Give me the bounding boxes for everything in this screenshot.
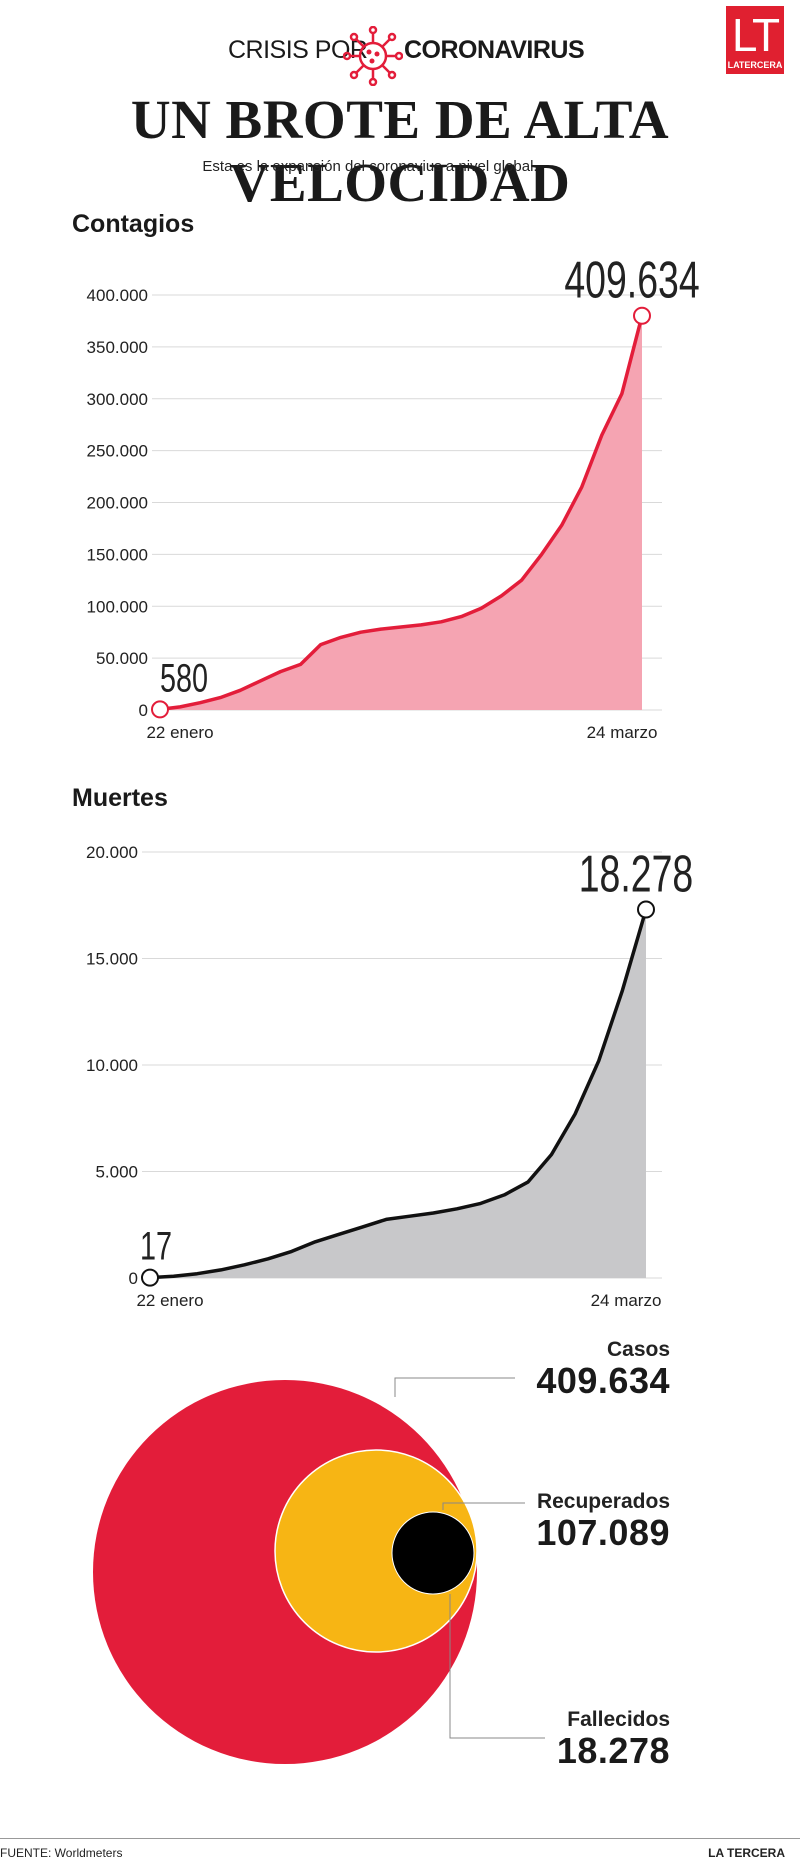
y-tick-label: 20.000 <box>86 843 138 862</box>
x-end-label: 24 marzo <box>591 1291 662 1310</box>
y-tick-label: 15.000 <box>86 950 138 969</box>
footer-source: FUENTE: Worldmeters <box>0 1846 123 1860</box>
logo-name: LATERCERA <box>727 60 783 70</box>
recovered-label: Recuperados <box>536 1490 670 1513</box>
y-tick-label: 400.000 <box>87 286 148 305</box>
start-value-label: 17 <box>140 1224 172 1269</box>
deaths-label: Fallecidos <box>567 1708 670 1731</box>
y-tick-label: 300.000 <box>87 390 148 409</box>
recovered-leader-line <box>442 1502 525 1510</box>
footer-divider <box>0 1838 800 1839</box>
muertes-title: Muertes <box>72 784 168 812</box>
series-line <box>159 315 644 712</box>
end-point <box>637 900 655 919</box>
y-tick-label: 0 <box>139 701 148 720</box>
latercera-logo: LT LATERCERA <box>726 6 784 74</box>
y-tick-label: 5.000 <box>95 1163 138 1182</box>
virus-icon <box>343 26 403 86</box>
contagios-title: Contagios <box>72 210 195 238</box>
cases-leader-line <box>394 1377 515 1397</box>
kicker: CRISIS POR CORONAVIRUS <box>0 22 800 86</box>
page-title: UN BROTE DE ALTA VELOCIDAD <box>130 89 670 213</box>
circles-diagram <box>93 1377 545 1764</box>
contagios-chart: 0 50.000 100.000 150.000 200.000 250.000 300.0… <box>87 251 700 742</box>
cases-label: Casos <box>606 1338 670 1361</box>
recovered-value: 107.089 <box>536 1512 670 1553</box>
deaths-leader-line <box>449 1594 545 1739</box>
y-tick-label: 100.000 <box>87 597 148 616</box>
deaths-circle <box>391 1511 475 1595</box>
end-point <box>633 306 651 325</box>
logo-letters: LT <box>731 9 780 61</box>
x-end-label: 24 marzo <box>587 723 658 742</box>
start-point <box>141 1268 159 1287</box>
kicker-post: CORONAVIRUS <box>404 36 585 64</box>
muertes-chart: 0 5.000 10.000 15.000 20.000 17 18.278 22 enero… <box>86 843 693 1310</box>
page-subtitle: Esta es la expansión del coronavius a ni… <box>202 158 538 175</box>
y-tick-label: 350.000 <box>87 338 148 357</box>
y-tick-label: 50.000 <box>96 649 148 668</box>
start-value-label: 580 <box>160 656 208 701</box>
y-tick-label: 250.000 <box>87 442 148 461</box>
series-area <box>150 909 646 1278</box>
end-value-label: 18.278 <box>579 844 693 903</box>
recovered-circle <box>274 1449 478 1653</box>
y-tick-label: 200.000 <box>87 494 148 513</box>
x-start-label: 22 enero <box>136 1291 203 1310</box>
y-tick-label: 150.000 <box>87 545 148 564</box>
footer-brand: LA TERCERA <box>708 1846 785 1860</box>
start-point <box>151 700 169 719</box>
cases-value: 409.634 <box>536 1360 670 1401</box>
series-line <box>149 909 648 1280</box>
end-value-label: 409.634 <box>564 251 699 310</box>
series-area <box>160 315 642 710</box>
y-tick-label: 0 <box>129 1269 138 1288</box>
deaths-value: 18.278 <box>556 1730 670 1771</box>
x-start-label: 22 enero <box>146 723 213 742</box>
y-tick-label: 10.000 <box>86 1056 138 1075</box>
